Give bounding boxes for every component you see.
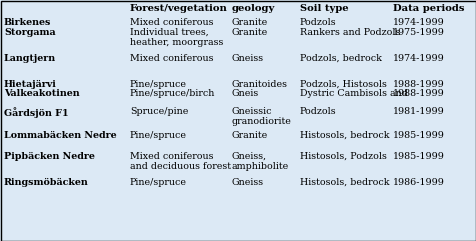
Text: Storgama: Storgama	[4, 28, 56, 37]
Text: Histosols, bedrock: Histosols, bedrock	[300, 131, 389, 140]
Text: Ringsmöbäcken: Ringsmöbäcken	[4, 178, 89, 187]
Text: Histosols, Podzols: Histosols, Podzols	[300, 152, 387, 161]
Text: Podzols, bedrock: Podzols, bedrock	[300, 54, 382, 63]
Text: Individual trees,
heather, moorgrass: Individual trees, heather, moorgrass	[130, 28, 223, 47]
Text: Dystric Cambisols and: Dystric Cambisols and	[300, 89, 408, 98]
Text: Lommabäcken Nedre: Lommabäcken Nedre	[4, 131, 117, 140]
Text: Pipbäcken Nedre: Pipbäcken Nedre	[4, 152, 95, 161]
Text: Histosols, bedrock: Histosols, bedrock	[300, 178, 389, 187]
Text: Valkeakotinen: Valkeakotinen	[4, 89, 79, 98]
Text: Birkenes: Birkenes	[4, 18, 51, 27]
Text: Gneiss,
amphibolite: Gneiss, amphibolite	[232, 152, 289, 171]
Text: Mixed coniferous: Mixed coniferous	[130, 18, 214, 27]
Text: Gneiss: Gneiss	[232, 54, 264, 63]
Text: Mixed coniferous
and deciduous forest: Mixed coniferous and deciduous forest	[130, 152, 231, 171]
Text: 1986-1999: 1986-1999	[393, 178, 445, 187]
Text: Gneissic
granodiorite: Gneissic granodiorite	[232, 107, 292, 126]
Text: Podzols: Podzols	[300, 107, 337, 116]
Text: Pine/spruce: Pine/spruce	[130, 178, 187, 187]
Text: Granitoides: Granitoides	[232, 80, 288, 89]
Text: Granite: Granite	[232, 18, 268, 27]
Text: 1974-1999: 1974-1999	[393, 18, 445, 27]
Text: Hietajärvi: Hietajärvi	[4, 80, 57, 89]
Text: Langtjern: Langtjern	[4, 54, 56, 63]
Text: Pine/spruce/birch: Pine/spruce/birch	[130, 89, 215, 98]
Text: Gneiss: Gneiss	[232, 178, 264, 187]
Text: Pine/spruce: Pine/spruce	[130, 131, 187, 140]
Text: 1975-1999: 1975-1999	[393, 28, 445, 37]
Text: 1988-1999: 1988-1999	[393, 80, 445, 89]
Text: 1985-1999: 1985-1999	[393, 131, 445, 140]
Text: Forest/vegetation: Forest/vegetation	[130, 4, 228, 13]
Text: 1974-1999: 1974-1999	[393, 54, 445, 63]
Text: Spruce/pine: Spruce/pine	[130, 107, 188, 116]
Text: Data periods: Data periods	[393, 4, 465, 13]
Text: Granite: Granite	[232, 28, 268, 37]
Text: Podzols: Podzols	[300, 18, 337, 27]
Text: Granite: Granite	[232, 131, 268, 140]
Text: Soil type: Soil type	[300, 4, 348, 13]
Text: Rankers and Podzols: Rankers and Podzols	[300, 28, 400, 37]
Text: 1981-1999: 1981-1999	[393, 107, 445, 116]
Text: 1988-1999: 1988-1999	[393, 89, 445, 98]
Text: 1985-1999: 1985-1999	[393, 152, 445, 161]
Text: Podzols, Histosols: Podzols, Histosols	[300, 80, 387, 89]
Text: Mixed coniferous: Mixed coniferous	[130, 54, 214, 63]
Text: Gneis: Gneis	[232, 89, 259, 98]
Text: Gårdsjön F1: Gårdsjön F1	[4, 107, 69, 118]
Text: geology: geology	[232, 4, 275, 13]
Text: Pine/spruce: Pine/spruce	[130, 80, 187, 89]
